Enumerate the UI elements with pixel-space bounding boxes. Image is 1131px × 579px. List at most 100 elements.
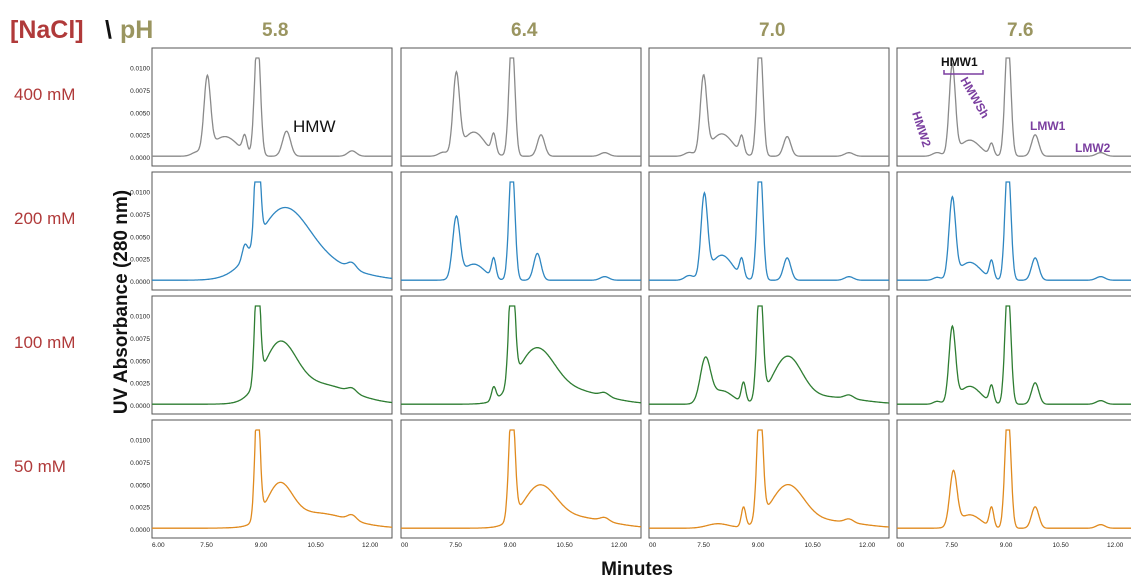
header-separator: \ — [105, 16, 112, 44]
ph-label-6.4: 6.4 — [511, 20, 538, 41]
y-tick-label: 0.0050 — [130, 234, 150, 241]
trace-400-mM-ph-6.4 — [401, 57, 641, 157]
annotation-hmw1: HMW1 — [941, 55, 978, 69]
trace-200-mM-ph-5.8 — [152, 181, 393, 281]
panel-400-mM-ph-5.8: 0.0100 0.0075 0.0050 0.0025 0.0000 — [130, 47, 393, 167]
panel-100-mM-ph-7.0 — [648, 295, 890, 415]
panel-frame — [648, 47, 890, 167]
ph-column-labels: 5.8 6.4 7.0 7.6 — [262, 20, 1033, 41]
trace-50-mM-ph-7.0 — [649, 429, 889, 529]
y-tick-label: 0.0000 — [130, 527, 150, 534]
x-tick-label: 10.50 — [1052, 542, 1069, 549]
panel-200-mM-ph-5.8: 0.0100 0.0075 0.0050 0.0025 0.0000 — [130, 171, 393, 291]
x-tick-label: 10.50 — [307, 542, 324, 549]
panel-200-mM-ph-7.6 — [896, 171, 1131, 291]
trace-50-mM-ph-6.4 — [401, 429, 642, 529]
trace-100-mM-ph-7.0 — [649, 305, 889, 405]
trace-200-mM-ph-6.4 — [401, 181, 641, 281]
x-tick-label: 7.50 — [945, 542, 958, 549]
x-tick-label: 00 — [897, 542, 905, 549]
y-tick-label: 0.0025 — [130, 505, 150, 512]
panel-100-mM-ph-5.8: 0.0100 0.0075 0.0050 0.0025 0.0000 — [130, 295, 393, 415]
y-tick-label: 0.0000 — [130, 403, 150, 410]
nacl-label-400-mM: 400 mM — [14, 85, 75, 104]
trace-200-mM-ph-7.6 — [897, 181, 1131, 281]
trace-100-mM-ph-7.6 — [897, 305, 1131, 405]
panel-200-mM-ph-7.0 — [648, 171, 890, 291]
x-tick-label: 00 — [649, 542, 657, 549]
nacl-label-50-mM: 50 mM — [14, 457, 66, 476]
y-tick-label: 0.0075 — [130, 460, 150, 467]
x-axis-title: Minutes — [601, 559, 673, 579]
y-tick-label: 0.0025 — [130, 133, 150, 140]
annotation-lmw1: LMW1 — [1030, 119, 1066, 133]
y-tick-label: 0.0025 — [130, 381, 150, 388]
panel-100-mM-ph-7.6 — [896, 295, 1131, 415]
x-tick-label: 9.00 — [504, 542, 517, 549]
ph-label-7.6: 7.6 — [1007, 20, 1033, 41]
panel-frame — [896, 171, 1131, 291]
y-axis-title: UV Absorbance (280 nm) — [111, 190, 132, 414]
y-tick-label: 0.0100 — [130, 314, 150, 321]
nacl-label-100-mM: 100 mM — [14, 333, 75, 352]
panel-50-mM-ph-7.6: 00 7.50 9.00 10.50 12.00 — [896, 419, 1131, 549]
y-tick-label: 0.0050 — [130, 482, 150, 489]
trace-50-mM-ph-5.8 — [152, 429, 392, 529]
nacl-header: [NaCl] — [10, 16, 84, 44]
x-tick-label: 12.00 — [859, 542, 876, 549]
trace-200-mM-ph-7.0 — [649, 181, 889, 281]
panel-frame — [896, 419, 1131, 539]
panel-frame — [400, 171, 642, 291]
nacl-row-labels: 400 mM 200 mM 100 mM 50 mM — [14, 85, 75, 476]
x-tick-label: 9.00 — [1000, 542, 1013, 549]
y-tick-label: 0.0100 — [130, 66, 150, 73]
y-tick-label: 0.0025 — [130, 257, 150, 264]
panel-frame — [151, 171, 393, 291]
y-tick-label: 0.0100 — [130, 438, 150, 445]
panel-50-mM-ph-7.0: 00 7.50 9.00 10.50 12.00 — [648, 419, 890, 549]
panel-400-mM-ph-7.6 — [896, 47, 1131, 167]
trace-400-mM-ph-7.6 — [897, 57, 1131, 157]
x-tick-label: 7.50 — [200, 542, 213, 549]
panel-frame — [400, 47, 642, 167]
x-tick-label: 12.00 — [1107, 542, 1124, 549]
y-tick-label: 0.0100 — [130, 190, 150, 197]
panel-frame — [151, 47, 393, 167]
x-tick-label: 12.00 — [362, 542, 379, 549]
panel-200-mM-ph-6.4 — [400, 171, 642, 291]
panel-50-mM-ph-6.4: 00 7.50 9.00 10.50 12.00 — [400, 419, 642, 549]
annotation-lmw2: LMW2 — [1075, 141, 1111, 155]
panel-frame — [151, 419, 393, 539]
x-tick-label: 9.00 — [255, 542, 268, 549]
y-tick-label: 0.0075 — [130, 212, 150, 219]
y-tick-label: 0.0050 — [130, 358, 150, 365]
ph-header: pH — [120, 16, 153, 44]
x-tick-label: 10.50 — [556, 542, 573, 549]
panel-frame — [151, 295, 393, 415]
trace-100-mM-ph-6.4 — [401, 305, 642, 405]
y-tick-label: 0.0000 — [130, 279, 150, 286]
x-tick-label: 6.00 — [152, 542, 165, 549]
x-tick-label: 00 — [401, 542, 409, 549]
x-tick-label: 7.50 — [449, 542, 462, 549]
y-tick-label: 0.0075 — [130, 88, 150, 95]
panel-frame — [896, 295, 1131, 415]
trace-100-mM-ph-5.8 — [152, 305, 393, 405]
panel-100-mM-ph-6.4 — [400, 295, 642, 415]
panel-400-mM-ph-6.4 — [400, 47, 642, 167]
hmw1-bracket — [943, 70, 984, 75]
y-tick-label: 0.0000 — [130, 155, 150, 162]
trace-50-mM-ph-7.6 — [897, 429, 1131, 529]
panel-frame — [648, 171, 890, 291]
x-tick-label: 10.50 — [804, 542, 821, 549]
panel-50-mM-ph-5.8: 0.0100 0.0075 0.0050 0.0025 0.0000 6.00 7.50 9.… — [130, 419, 393, 549]
x-tick-label: 7.50 — [697, 542, 710, 549]
annotation-hmw: HMW — [293, 117, 335, 136]
chromatogram-grid: 0.0100 0.0075 0.0050 0.0025 0.0000 0.0100 0.00… — [130, 47, 1131, 549]
ph-label-7.0: 7.0 — [759, 20, 785, 41]
y-tick-label: 0.0050 — [130, 110, 150, 117]
x-tick-label: 12.00 — [611, 542, 628, 549]
x-tick-label: 9.00 — [752, 542, 765, 549]
panel-frame — [400, 295, 642, 415]
